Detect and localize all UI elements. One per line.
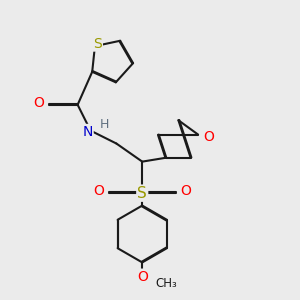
Text: O: O <box>181 184 192 198</box>
Text: N: N <box>82 125 93 139</box>
Text: O: O <box>93 184 104 198</box>
Text: H: H <box>100 118 110 131</box>
Text: S: S <box>93 37 102 50</box>
Text: CH₃: CH₃ <box>155 277 177 290</box>
Text: O: O <box>137 270 148 283</box>
Text: O: O <box>33 97 44 110</box>
Text: O: O <box>203 130 214 144</box>
Text: S: S <box>137 186 147 201</box>
